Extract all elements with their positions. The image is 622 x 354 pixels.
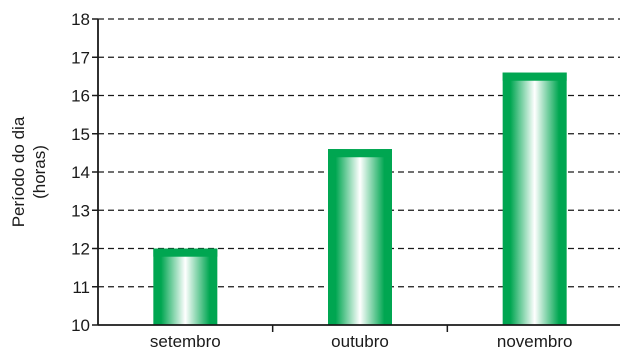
y-tick-label: 14: [71, 163, 90, 182]
y-tick-label: 11: [72, 278, 90, 297]
x-category-label: setembro: [150, 332, 221, 349]
y-tick-label: 13: [71, 201, 90, 220]
y-tick-label: 16: [71, 87, 90, 106]
bar-setembro: [153, 248, 218, 325]
y-tick-labels: 10 11 12 13 14 15 16 17 18: [71, 10, 90, 335]
bar-cap: [502, 75, 567, 81]
y-axis-title-line-1: Período do dia: [9, 116, 28, 227]
y-tick-label: 10: [71, 316, 90, 335]
bar-cap: [328, 152, 392, 158]
bar-cap: [153, 251, 218, 257]
y-tick-label: 18: [71, 10, 90, 29]
y-tick-label: 17: [71, 48, 90, 67]
x-category-label: outubro: [331, 332, 389, 349]
y-tick-label: 15: [71, 125, 90, 144]
bar-novembro: [502, 72, 567, 325]
bar-outubro: [328, 149, 392, 325]
y-axis-title-line-2: (horas): [30, 145, 49, 199]
y-tick-label: 12: [71, 240, 90, 259]
x-category-labels: setembro outubro novembro: [150, 332, 573, 351]
x-category-label: novembro: [497, 332, 573, 349]
bars: [153, 72, 567, 325]
axes: [92, 18, 620, 332]
